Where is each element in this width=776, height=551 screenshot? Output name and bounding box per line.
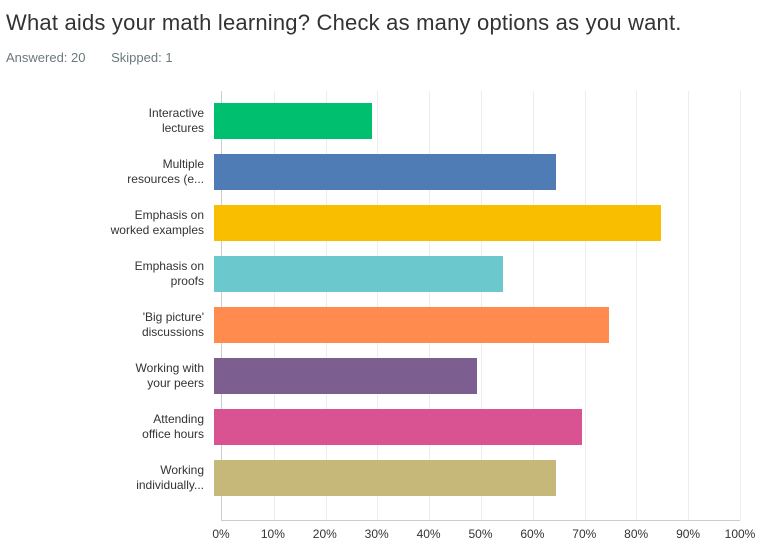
x-tick-label: 60% <box>520 527 544 541</box>
bar-track <box>214 103 740 139</box>
bar-label: Working with your peers <box>7 361 214 391</box>
bar-row: Emphasis on worked examples <box>7 205 740 241</box>
x-tick-label: 40% <box>417 527 441 541</box>
question-title: What aids your math learning? Check as m… <box>6 10 770 36</box>
x-tick-label: 100% <box>725 527 756 541</box>
bar-row: Emphasis on proofs <box>7 256 740 292</box>
bar-label: Attending office hours <box>7 412 214 442</box>
answered-count: Answered: 20 <box>6 50 86 65</box>
x-tick-label: 50% <box>468 527 492 541</box>
x-axis-ticks: 0%10%20%30%40%50%60%70%80%90%100% <box>221 521 740 543</box>
x-tick-label: 20% <box>313 527 337 541</box>
x-tick-label: 10% <box>261 527 285 541</box>
bar <box>214 358 477 394</box>
bar-track <box>214 460 740 496</box>
gridline <box>740 91 741 520</box>
response-meta: Answered: 20 Skipped: 1 <box>6 50 770 65</box>
bar-label: Emphasis on worked examples <box>7 208 214 238</box>
bar-track <box>214 307 740 343</box>
bar-label: Emphasis on proofs <box>7 259 214 289</box>
bar-track <box>214 154 740 190</box>
x-tick-label: 30% <box>365 527 389 541</box>
bar <box>214 409 582 445</box>
x-tick-label: 0% <box>212 527 229 541</box>
bar-row: Working with your peers <box>7 358 740 394</box>
bar-row: Interactive lectures <box>7 103 740 139</box>
bar <box>214 460 556 496</box>
plot-area: Interactive lecturesMultiple resources (… <box>221 91 740 521</box>
bar <box>214 154 556 190</box>
bar-row: Multiple resources (e... <box>7 154 740 190</box>
bar-row: Working individually... <box>7 460 740 496</box>
bar-track <box>214 409 740 445</box>
bar <box>214 307 609 343</box>
x-tick-label: 90% <box>676 527 700 541</box>
bar <box>214 256 503 292</box>
bar-chart: Interactive lectures Multiple resources (… <box>6 91 770 543</box>
bar-track <box>214 358 740 394</box>
x-tick-label: 80% <box>624 527 648 541</box>
bar-track <box>214 256 740 292</box>
bar-label: Multiple resources (e... <box>7 157 214 187</box>
x-tick-label: 70% <box>572 527 596 541</box>
skipped-count: Skipped: 1 <box>111 50 172 65</box>
bar-label: 'Big picture' discussions <box>7 310 214 340</box>
bar-row: Attending office hours <box>7 409 740 445</box>
bar <box>214 205 661 241</box>
bar-track <box>214 205 740 241</box>
bar-label: Interactive lectures <box>7 106 214 136</box>
bar-label: Working individually... <box>7 463 214 493</box>
bar-row: 'Big picture' discussions <box>7 307 740 343</box>
bar <box>214 103 372 139</box>
